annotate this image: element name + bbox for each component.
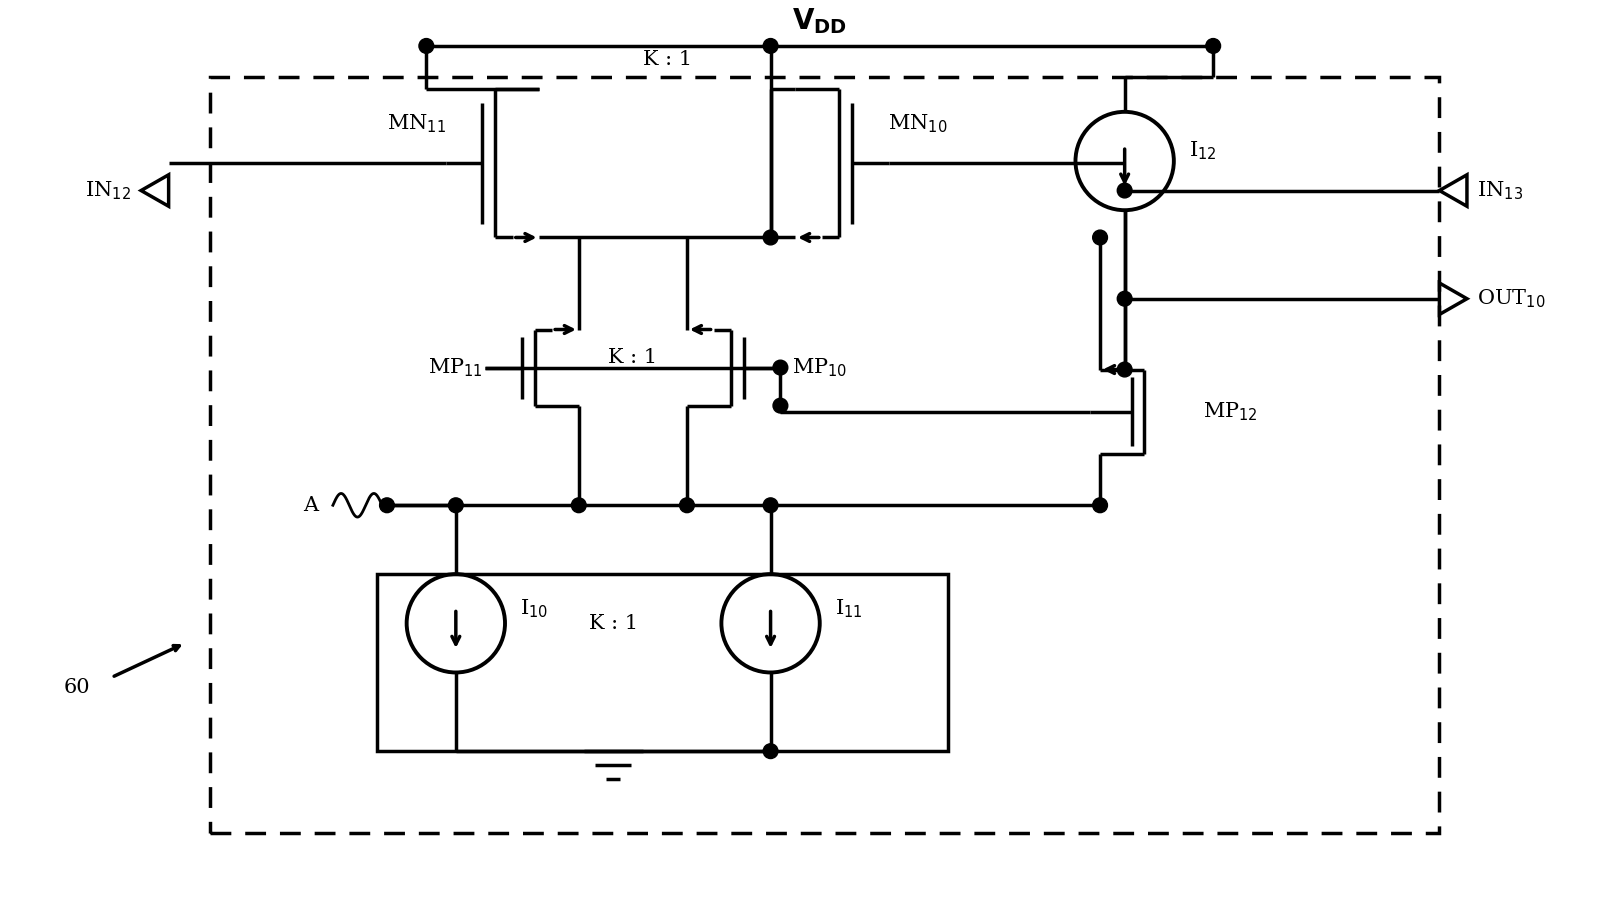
Circle shape [380, 498, 394, 512]
Text: IN$_{12}$: IN$_{12}$ [85, 179, 132, 202]
Circle shape [419, 39, 433, 53]
Text: IN$_{13}$: IN$_{13}$ [1476, 179, 1523, 202]
Text: K : 1: K : 1 [589, 614, 638, 633]
Circle shape [449, 498, 464, 512]
Circle shape [679, 498, 694, 512]
Text: MN$_{11}$: MN$_{11}$ [386, 113, 446, 136]
Circle shape [763, 39, 778, 53]
Text: MP$_{10}$: MP$_{10}$ [792, 357, 847, 379]
Circle shape [572, 498, 586, 512]
Bar [377, 574, 948, 751]
Circle shape [1117, 362, 1132, 376]
Text: K : 1: K : 1 [609, 348, 657, 367]
Circle shape [773, 398, 787, 413]
Circle shape [1117, 183, 1132, 198]
Bar [209, 78, 1439, 833]
Text: $\mathbf{V_{DD}}$: $\mathbf{V_{DD}}$ [792, 6, 847, 36]
Text: K : 1: K : 1 [642, 51, 692, 70]
Text: I$_{12}$: I$_{12}$ [1188, 140, 1216, 163]
Text: I$_{11}$: I$_{11}$ [834, 597, 861, 620]
Circle shape [773, 360, 787, 375]
Circle shape [1093, 230, 1108, 245]
Text: MN$_{10}$: MN$_{10}$ [889, 113, 948, 136]
Circle shape [1206, 39, 1220, 53]
Circle shape [763, 230, 778, 245]
Text: 60: 60 [64, 678, 90, 697]
Circle shape [763, 498, 778, 512]
Text: MP$_{12}$: MP$_{12}$ [1203, 401, 1257, 424]
Text: A: A [303, 496, 319, 515]
Text: I$_{10}$: I$_{10}$ [520, 597, 547, 620]
Text: OUT$_{10}$: OUT$_{10}$ [1476, 288, 1546, 310]
Circle shape [1093, 498, 1108, 512]
Circle shape [1117, 291, 1132, 306]
Text: MP$_{11}$: MP$_{11}$ [428, 357, 483, 379]
Circle shape [763, 744, 778, 758]
